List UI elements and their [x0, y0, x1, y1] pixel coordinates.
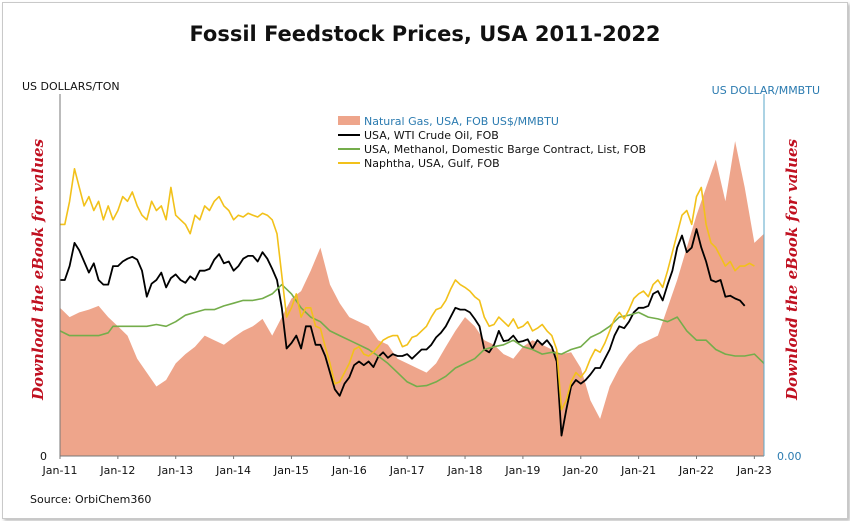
x-tick-label: Jan-14	[215, 464, 251, 477]
series-line-2	[60, 283, 764, 388]
x-tick-label: Jan-20	[562, 464, 598, 477]
source-note: Source: OrbiChem360	[30, 493, 152, 506]
right-axis-min-label: 0.00	[777, 450, 802, 463]
x-tick-label: Jan-22	[678, 464, 714, 477]
x-tick-label: Jan-19	[504, 464, 540, 477]
x-tick-label: Jan-17	[389, 464, 425, 477]
right-axis-unit-label: US DOLLAR/MMBTU	[711, 84, 820, 97]
legend-label-1: USA, WTI Crude Oil, FOB	[364, 129, 499, 142]
series-area-natural-gas	[60, 141, 764, 456]
series-line-1	[60, 228, 746, 437]
legend-label-2: USA, Methanol, Domestic Barge Contract, …	[364, 143, 646, 156]
x-tick-label: Jan-11	[42, 464, 78, 477]
legend-swatch-natural-gas	[338, 116, 360, 125]
left-axis-unit-label: US DOLLARS/TON	[22, 80, 120, 93]
x-tick-label: Jan-12	[99, 464, 135, 477]
left-axis-min-label: 0	[40, 450, 47, 463]
x-tick-label: Jan-13	[157, 464, 193, 477]
legend-label-0: Natural Gas, USA, FOB US$/MMBTU	[364, 115, 559, 128]
legend-label-3: Naphtha, USA, Gulf, FOB	[364, 157, 500, 170]
x-tick-label: Jan-21	[620, 464, 656, 477]
x-tick-label: Jan-18	[447, 464, 483, 477]
x-tick-label: Jan-16	[331, 464, 367, 477]
series-line-3	[60, 168, 755, 411]
x-tick-label: Jan-15	[273, 464, 309, 477]
x-tick-label: Jan-23	[736, 464, 772, 477]
chart-title: Fossil Feedstock Prices, USA 2011-2022	[189, 22, 661, 46]
